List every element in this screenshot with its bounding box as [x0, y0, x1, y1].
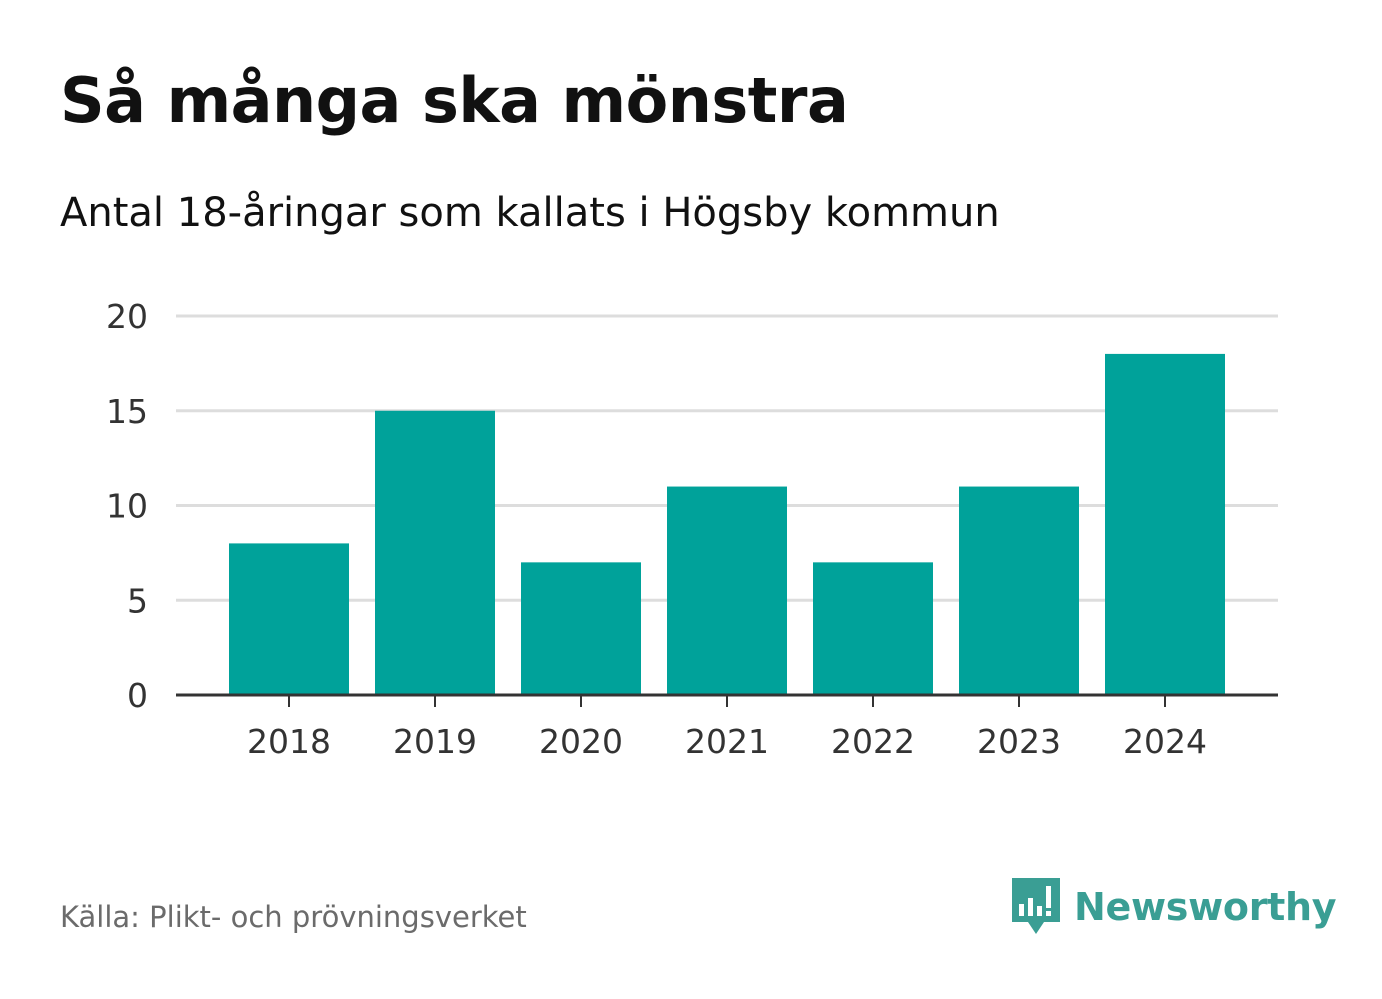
chart-title: Så många ska mönstra — [60, 64, 849, 137]
bar-2018 — [229, 543, 349, 695]
source-note: Källa: Plikt- och prövningsverket — [60, 900, 527, 934]
y-tick-label: 15 — [106, 392, 148, 431]
brand-name: Newsworthy — [1074, 885, 1337, 929]
x-axis-ticks: 2018 2019 2020 2021 2022 2023 2024 — [247, 695, 1207, 761]
x-tick-label: 2020 — [539, 722, 623, 761]
bar-2023 — [959, 486, 1079, 695]
x-tick-label: 2019 — [393, 722, 477, 761]
x-tick-label: 2022 — [831, 722, 915, 761]
bar-2020 — [521, 562, 641, 695]
bar-2021 — [667, 486, 787, 695]
newsworthy-logo-icon — [1012, 878, 1060, 934]
y-tick-label: 20 — [106, 297, 148, 336]
y-tick-label: 5 — [127, 581, 148, 620]
x-tick-label: 2024 — [1123, 722, 1207, 761]
bar-2019 — [375, 410, 495, 695]
chart-subtitle: Antal 18-åringar som kallats i Högsby ko… — [60, 190, 1000, 236]
bars — [229, 353, 1225, 695]
bar-2022 — [813, 562, 933, 695]
y-tick-label: 10 — [106, 487, 148, 526]
x-tick-label: 2021 — [685, 722, 769, 761]
y-axis-ticks: 0 5 10 15 20 — [106, 297, 148, 715]
y-tick-label: 0 — [127, 676, 148, 715]
x-tick-label: 2023 — [977, 722, 1061, 761]
bar-2024 — [1105, 353, 1225, 695]
brand-logo: Newsworthy — [1010, 876, 1337, 938]
x-tick-label: 2018 — [247, 722, 331, 761]
